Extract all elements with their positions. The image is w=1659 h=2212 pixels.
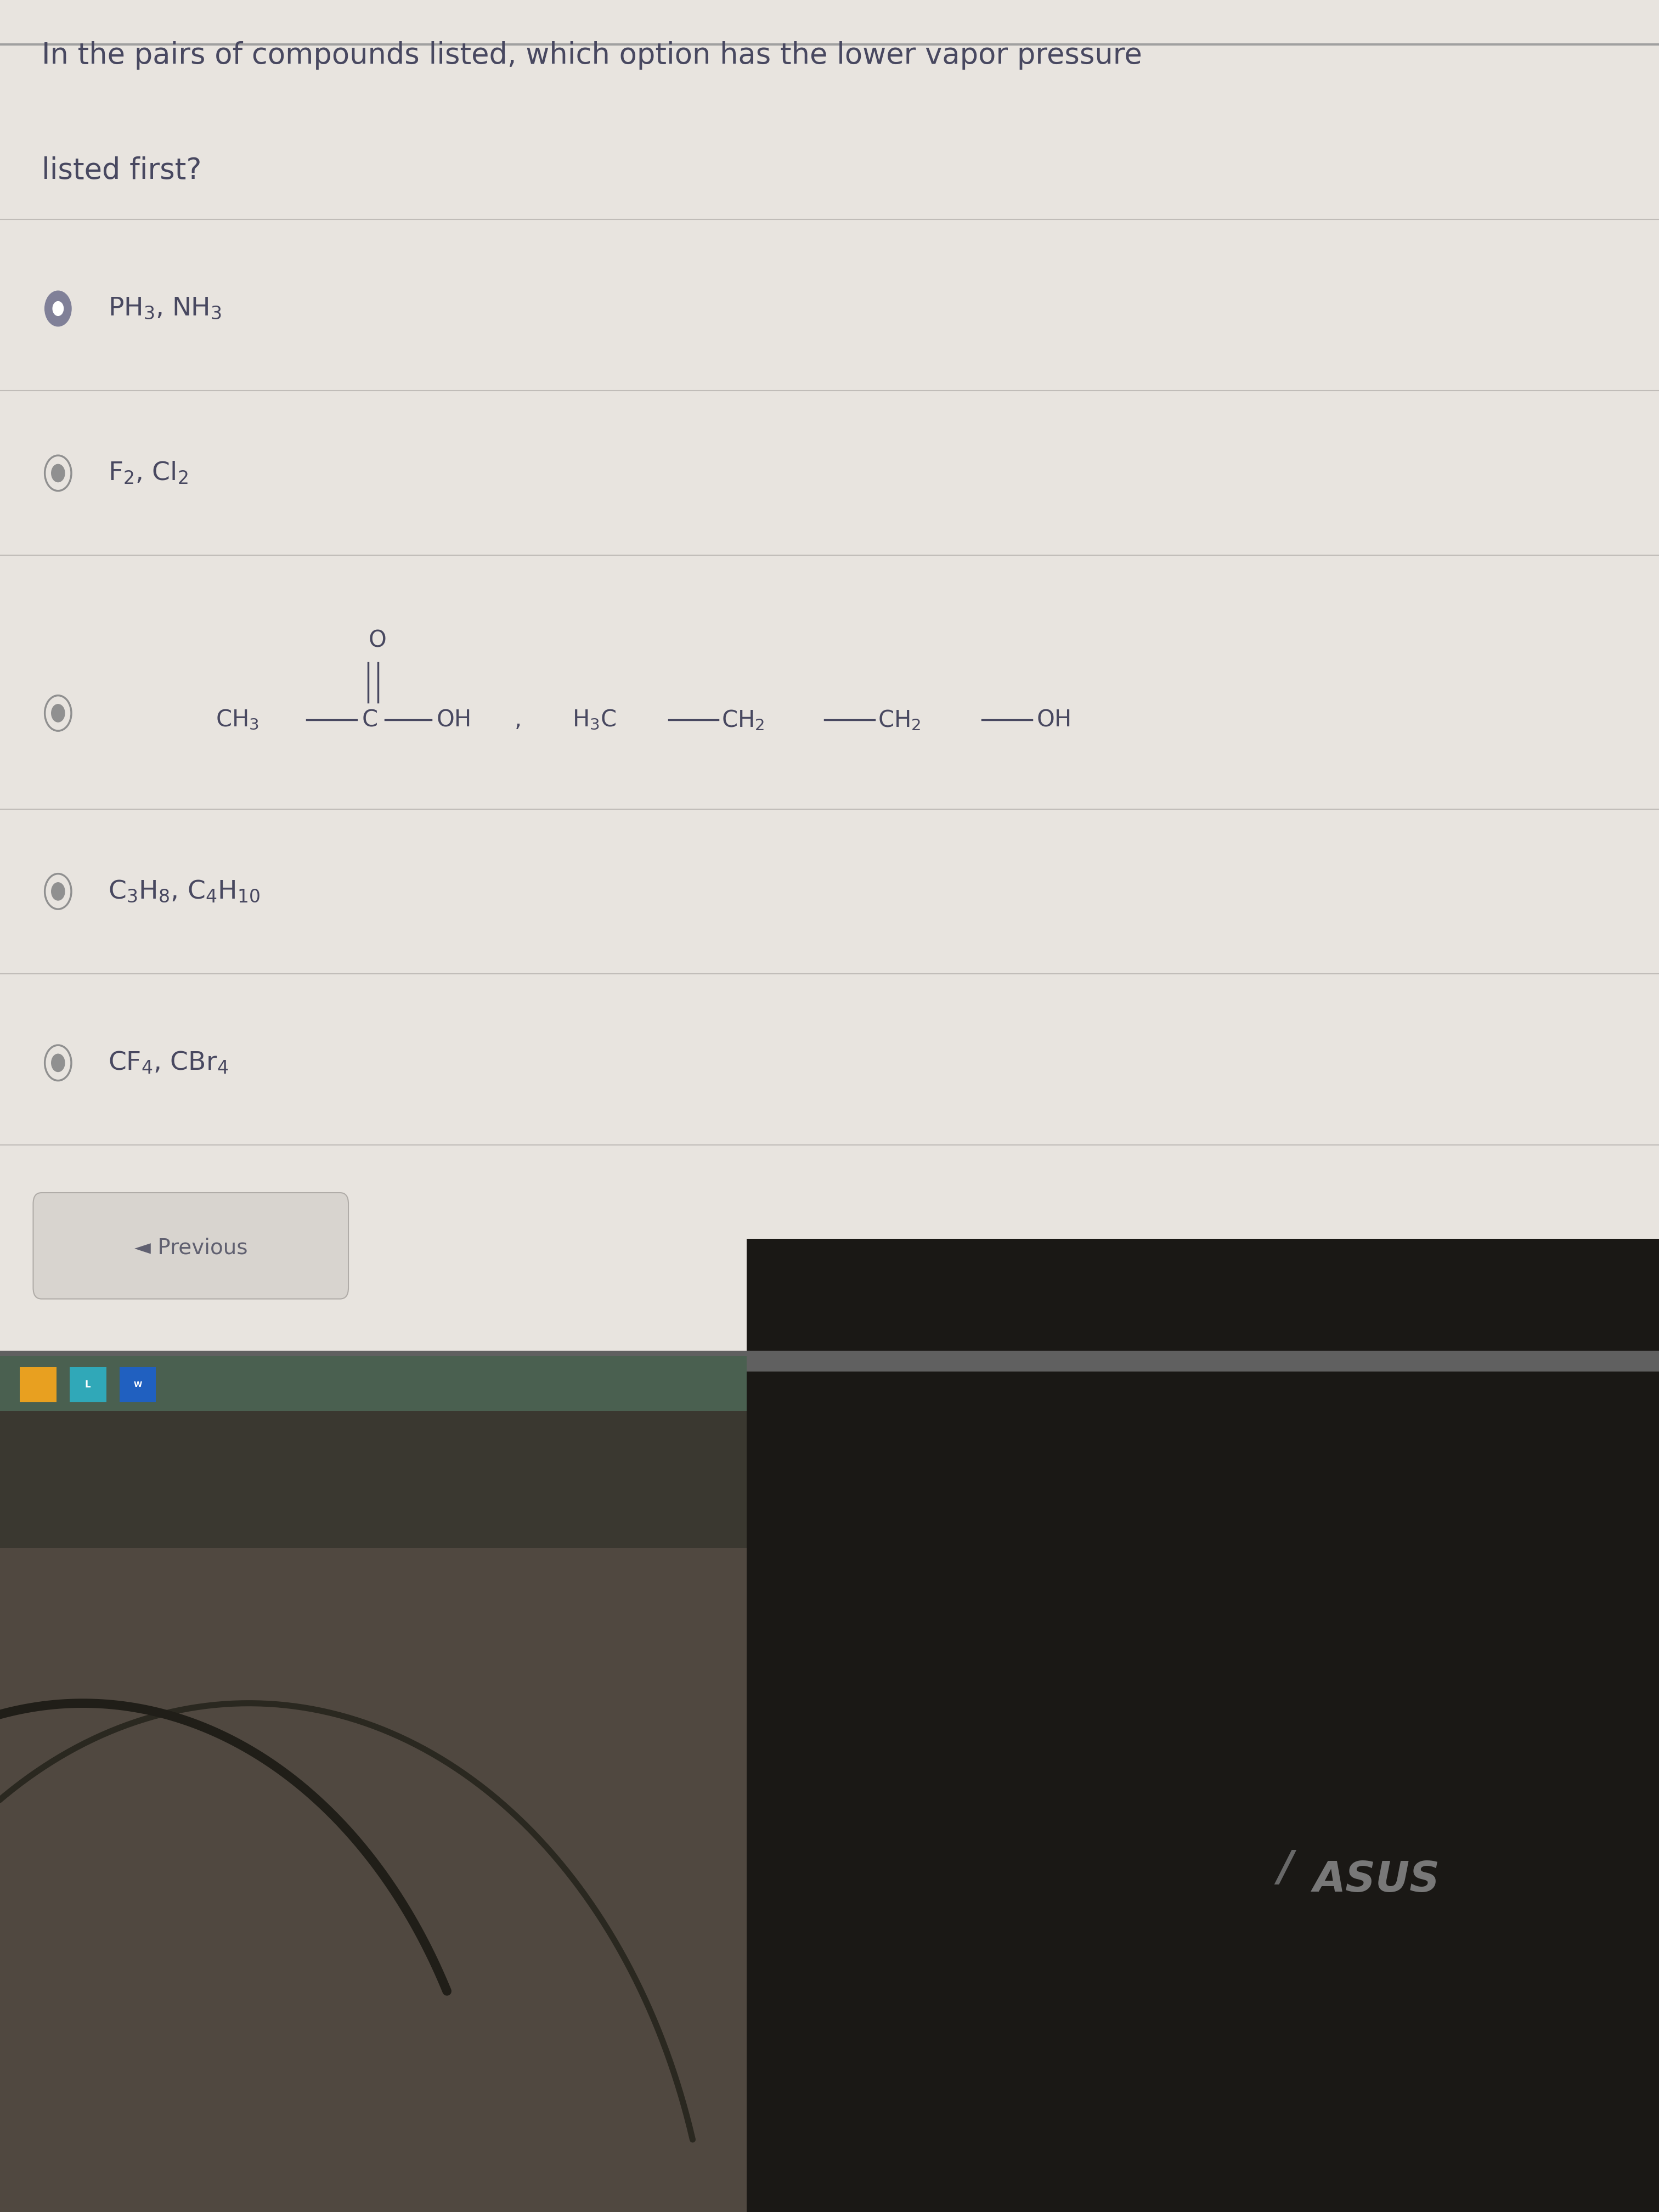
Text: C: C	[362, 708, 378, 732]
Text: ◄ Previous: ◄ Previous	[134, 1237, 247, 1259]
Text: ASUS: ASUS	[1314, 1860, 1440, 1900]
Circle shape	[51, 883, 65, 900]
Text: listed first?: listed first?	[41, 157, 201, 184]
Text: CH$_2$: CH$_2$	[878, 708, 921, 732]
Text: In the pairs of compounds listed, which option has the lower vapor pressure: In the pairs of compounds listed, which …	[41, 42, 1141, 69]
Text: H$_3$C: H$_3$C	[572, 708, 617, 732]
Text: ,: ,	[514, 708, 521, 732]
Bar	[0, 0, 1659, 1360]
FancyBboxPatch shape	[33, 1192, 348, 1298]
Circle shape	[51, 703, 65, 721]
Bar	[0, 0, 1659, 1371]
Bar	[0, 1352, 1659, 1371]
Text: OH: OH	[1037, 708, 1072, 732]
Text: O: O	[368, 628, 387, 653]
Bar	[747, 1239, 1659, 2212]
Text: PH$_3$, NH$_3$: PH$_3$, NH$_3$	[108, 296, 221, 321]
Text: C$_3$H$_8$, C$_4$H$_{10}$: C$_3$H$_8$, C$_4$H$_{10}$	[108, 878, 260, 905]
Bar	[0, 1356, 747, 1411]
Text: CH$_3$: CH$_3$	[216, 708, 259, 732]
Bar	[0, 1548, 747, 2212]
Bar	[0, 1394, 1659, 2212]
Circle shape	[51, 465, 65, 482]
Bar	[70, 1367, 106, 1402]
Circle shape	[45, 292, 71, 325]
Circle shape	[51, 1053, 65, 1073]
Text: CF$_4$, CBr$_4$: CF$_4$, CBr$_4$	[108, 1051, 229, 1075]
Text: L: L	[85, 1380, 91, 1389]
Text: W: W	[133, 1380, 143, 1389]
Bar	[20, 1367, 56, 1402]
Bar	[119, 1367, 156, 1402]
Text: CH$_2$: CH$_2$	[722, 708, 765, 732]
Text: OH: OH	[436, 708, 471, 732]
Text: F$_2$, Cl$_2$: F$_2$, Cl$_2$	[108, 460, 187, 487]
Text: /: /	[1277, 1849, 1294, 1889]
Circle shape	[53, 301, 63, 316]
